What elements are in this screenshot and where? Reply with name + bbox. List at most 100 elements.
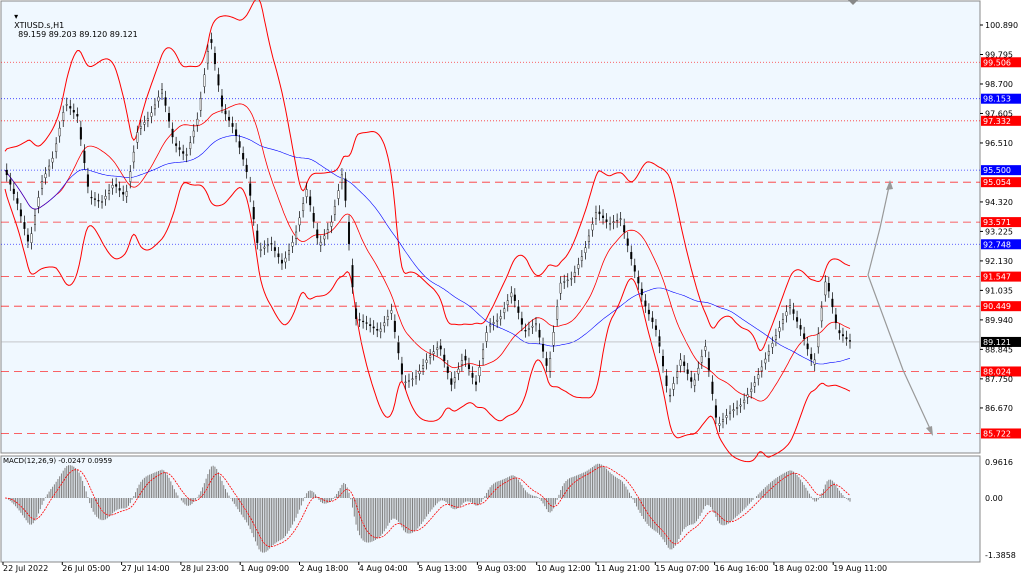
- candle-body: [644, 300, 647, 307]
- candle-body: [499, 316, 502, 320]
- candle-body: [820, 307, 823, 322]
- candle-body: [79, 127, 82, 140]
- candle-body: [496, 319, 499, 322]
- x-tick-label: 28 Jul 23:00: [181, 564, 229, 573]
- candle-body: [774, 335, 777, 340]
- candle-body: [249, 183, 252, 196]
- level-label-bg: [981, 177, 1021, 188]
- candle-body: [171, 128, 174, 138]
- level-label: 85.722: [983, 429, 1011, 438]
- y-tick-label: 94.320: [985, 198, 1013, 207]
- candle-body: [492, 322, 495, 324]
- y-tick-label: 89.940: [985, 316, 1013, 325]
- candle-body: [90, 196, 93, 199]
- chart-header: ▾ XTIUSD.s,H1 89.159 89.203 89.120 89.12…: [4, 3, 138, 48]
- candle-body: [609, 223, 612, 225]
- candle-body: [580, 256, 583, 261]
- candle-body: [789, 305, 792, 309]
- candle-body: [506, 300, 509, 305]
- candle-body: [245, 164, 248, 173]
- projection-arrow-down: [867, 274, 933, 434]
- candle-body: [658, 336, 661, 347]
- candle-body: [577, 264, 580, 269]
- candle-body: [108, 190, 111, 194]
- candle-body: [213, 53, 216, 65]
- candle-body: [379, 328, 382, 332]
- candle-body: [714, 405, 717, 418]
- x-tick-label: 4 Aug 04:00: [359, 564, 408, 573]
- candle-body: [199, 98, 202, 111]
- candle-body: [422, 365, 425, 369]
- candle-body: [397, 342, 400, 354]
- candle-body: [390, 310, 393, 314]
- candle-body: [16, 198, 19, 204]
- candle-body: [206, 50, 209, 64]
- candle-body: [587, 235, 590, 243]
- candle-body: [351, 265, 354, 288]
- macd-pane: [0, 455, 981, 563]
- candle-body: [280, 259, 283, 264]
- candle-body: [178, 147, 181, 150]
- candle-body: [672, 383, 675, 390]
- candle-body: [418, 370, 421, 375]
- candle-body: [393, 320, 396, 332]
- candle-body: [743, 399, 746, 404]
- candle-body: [549, 358, 552, 372]
- y-tick-label: 96.510: [985, 139, 1013, 148]
- candle-body: [764, 358, 767, 364]
- candle-body: [721, 419, 724, 422]
- candle-body: [376, 329, 379, 331]
- candle-body: [838, 330, 841, 334]
- candle-body: [252, 207, 255, 220]
- candle-body: [386, 316, 389, 320]
- candle-body: [312, 213, 315, 222]
- candle-body: [83, 150, 86, 164]
- y-tick-label: 91.035: [985, 286, 1013, 295]
- candle-body: [12, 188, 15, 194]
- candle-body: [161, 89, 164, 94]
- candle-body: [598, 211, 601, 215]
- candle-body: [612, 221, 615, 223]
- candle-body: [407, 380, 410, 382]
- candle-body: [139, 126, 142, 129]
- candle-body: [771, 343, 774, 348]
- candle-body: [563, 281, 566, 283]
- x-tick-label: 1 Aug 09:00: [240, 564, 289, 573]
- candle-body: [93, 198, 96, 200]
- candle-body: [337, 190, 340, 199]
- candle-body: [319, 241, 322, 246]
- candle-body: [591, 223, 594, 231]
- candle-body: [813, 359, 816, 365]
- dropdown-triangle-icon[interactable]: ▾: [14, 12, 19, 21]
- candle-body: [711, 381, 714, 394]
- candle-body: [168, 113, 171, 122]
- candle-body: [841, 334, 844, 337]
- candle-body: [400, 363, 403, 375]
- candle-body: [785, 311, 788, 316]
- y-tick-label: 86.670: [985, 404, 1013, 413]
- level-label: 99.506: [983, 58, 1011, 67]
- candle-body: [556, 306, 559, 320]
- candle-body: [669, 395, 672, 397]
- candle-body: [707, 358, 710, 371]
- candle-body: [594, 212, 597, 219]
- x-tick-label: 15 Aug 07:00: [655, 564, 709, 573]
- arrow-head-icon: [886, 180, 893, 190]
- candle-body: [626, 238, 629, 246]
- candle-body: [485, 332, 488, 342]
- candle-body: [30, 233, 33, 243]
- y-tick-label: 93.225: [985, 227, 1013, 236]
- candle-body: [76, 114, 79, 117]
- candle-body: [146, 118, 149, 121]
- level-label-bg: [981, 301, 1021, 312]
- candle-body: [697, 367, 700, 375]
- candle-body: [37, 197, 40, 207]
- candle-body: [520, 318, 523, 325]
- candle-body: [686, 369, 689, 374]
- projection-arrow-up: [867, 181, 891, 276]
- candle-body: [817, 333, 820, 348]
- candle-body: [527, 328, 530, 330]
- candle-body: [192, 130, 195, 138]
